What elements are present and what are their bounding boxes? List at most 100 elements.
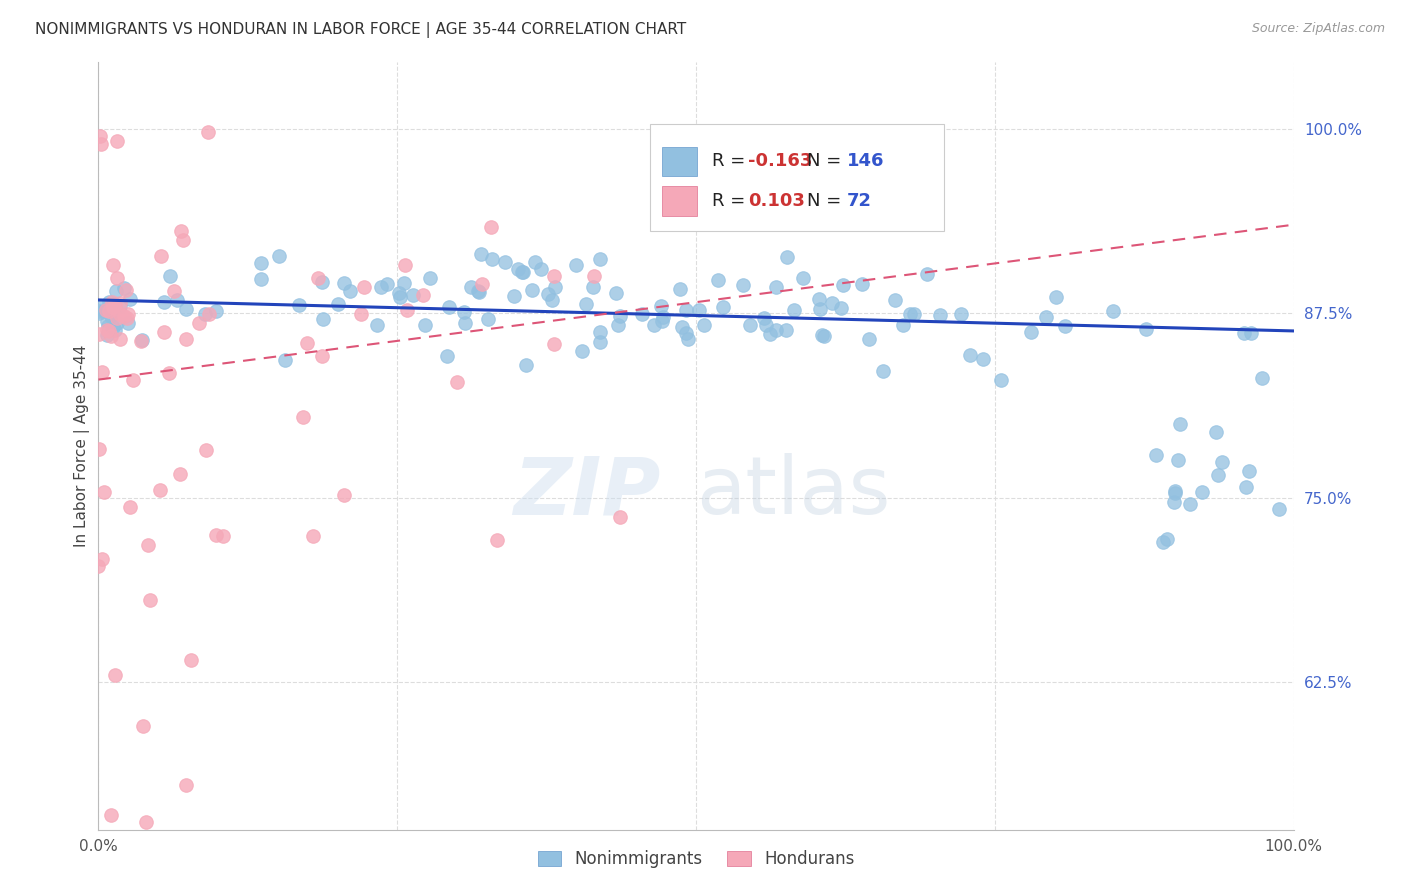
Point xyxy=(903,307,925,321)
Point xyxy=(395,302,418,317)
Point xyxy=(765,323,787,337)
Point xyxy=(950,307,973,321)
Point xyxy=(375,277,398,292)
Point xyxy=(652,310,675,324)
Point xyxy=(1168,417,1191,431)
Text: N =: N = xyxy=(807,192,848,210)
Point xyxy=(589,335,612,350)
Point xyxy=(117,310,139,325)
Point xyxy=(688,303,710,318)
Point xyxy=(541,293,564,307)
Point xyxy=(530,262,553,277)
Point xyxy=(104,323,127,337)
Point xyxy=(467,284,489,298)
Point xyxy=(105,284,128,298)
Point xyxy=(295,335,318,350)
Point xyxy=(157,366,180,380)
Point xyxy=(1267,501,1289,516)
Point xyxy=(643,318,665,333)
Point xyxy=(512,265,534,279)
Point xyxy=(481,252,503,267)
Point xyxy=(832,278,855,293)
Point xyxy=(605,285,627,300)
Point xyxy=(1191,485,1213,500)
Point xyxy=(131,333,153,347)
Point xyxy=(89,136,111,151)
Point xyxy=(267,249,290,263)
Point xyxy=(609,509,631,524)
Point xyxy=(117,316,139,330)
Point xyxy=(180,653,202,667)
Point xyxy=(582,279,605,293)
Point xyxy=(204,527,226,541)
Text: R =: R = xyxy=(711,192,751,210)
Point xyxy=(858,332,880,346)
Point xyxy=(105,134,128,148)
Point xyxy=(807,292,830,306)
Point xyxy=(813,329,835,343)
Text: 0.103: 0.103 xyxy=(748,192,806,210)
Point xyxy=(204,304,226,318)
Point xyxy=(349,307,371,321)
Point xyxy=(676,332,699,346)
Point xyxy=(755,318,778,333)
Point xyxy=(1156,532,1178,546)
Point xyxy=(972,351,994,366)
Point xyxy=(394,276,416,290)
Point xyxy=(97,295,120,310)
Point xyxy=(93,304,115,318)
Point xyxy=(307,270,329,285)
Point xyxy=(437,300,460,314)
Point xyxy=(87,326,110,341)
Y-axis label: In Labor Force | Age 35-44: In Labor Force | Age 35-44 xyxy=(75,345,90,547)
Point xyxy=(515,358,537,372)
Point xyxy=(401,288,423,302)
Point xyxy=(96,327,118,342)
Point xyxy=(707,273,730,287)
Point xyxy=(1054,319,1077,334)
Point xyxy=(87,559,110,574)
Point xyxy=(274,353,297,368)
Point xyxy=(94,302,117,317)
Point xyxy=(872,364,894,378)
Point xyxy=(194,307,217,321)
Point xyxy=(301,529,323,543)
Point xyxy=(565,258,588,272)
Point xyxy=(436,350,458,364)
Point xyxy=(520,283,543,297)
Point xyxy=(112,281,135,295)
Point xyxy=(96,323,118,337)
Point xyxy=(1164,486,1187,500)
Point xyxy=(821,295,844,310)
Point xyxy=(506,262,529,277)
Point xyxy=(419,270,441,285)
Point xyxy=(103,300,125,314)
Legend: Nonimmigrants, Hondurans: Nonimmigrants, Hondurans xyxy=(531,844,860,875)
Point xyxy=(103,319,125,334)
Point xyxy=(105,316,128,330)
Point xyxy=(90,551,112,566)
Point xyxy=(959,348,981,362)
Point xyxy=(108,307,131,321)
Text: NONIMMIGRANTS VS HONDURAN IN LABOR FORCE | AGE 35-44 CORRELATION CHART: NONIMMIGRANTS VS HONDURAN IN LABOR FORCE… xyxy=(35,22,686,38)
Point xyxy=(468,285,491,299)
Point xyxy=(1237,464,1260,478)
Text: 146: 146 xyxy=(846,153,884,170)
Point xyxy=(100,807,122,822)
Point xyxy=(494,254,516,268)
Point xyxy=(1234,480,1257,494)
Point xyxy=(170,224,193,238)
Point xyxy=(543,269,565,284)
Point xyxy=(187,317,209,331)
Point xyxy=(1211,455,1233,469)
Point xyxy=(811,328,834,343)
Point xyxy=(326,297,349,311)
Point xyxy=(394,258,416,272)
Point xyxy=(524,255,547,269)
Point xyxy=(108,332,131,346)
Point xyxy=(100,310,122,324)
Point xyxy=(101,295,124,310)
Point xyxy=(93,485,115,500)
Point xyxy=(163,284,186,298)
Point xyxy=(1163,495,1185,509)
